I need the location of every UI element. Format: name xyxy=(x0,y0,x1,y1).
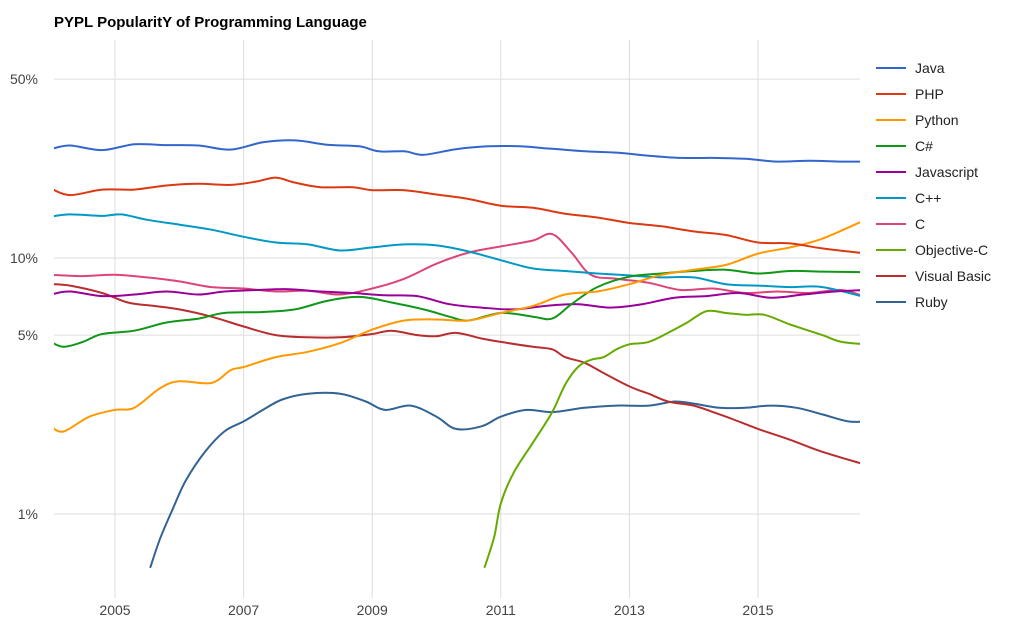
axes: 1% 5% 10% 50% 2005 2007 2009 2011 2013 2015 xyxy=(10,71,774,618)
legend-swatch xyxy=(876,249,906,251)
legend-label: Ruby xyxy=(915,294,948,310)
series-line-visual-basic[interactable] xyxy=(51,283,868,465)
series-line-java[interactable] xyxy=(51,139,868,163)
legend-swatch xyxy=(876,301,906,303)
legend-label: C xyxy=(915,216,926,232)
legend-item-visual-basic[interactable]: Visual Basic xyxy=(876,263,991,289)
series-line-python[interactable] xyxy=(51,219,868,433)
legend-swatch xyxy=(876,223,906,225)
gridlines xyxy=(54,40,860,598)
legend-swatch xyxy=(876,145,906,147)
legend-swatch xyxy=(876,197,906,199)
series-line-c-[interactable] xyxy=(51,213,868,297)
series-line-php[interactable] xyxy=(51,176,868,254)
legend-swatch xyxy=(876,171,906,173)
legend-item-ruby[interactable]: Ruby xyxy=(876,289,991,315)
legend-label: Visual Basic xyxy=(915,268,992,284)
legend-item-java[interactable]: Java xyxy=(876,55,991,81)
legend-swatch xyxy=(876,93,906,95)
x-tick-label: 2011 xyxy=(486,602,516,618)
legend-label: C# xyxy=(915,138,933,154)
series-line-ruby[interactable] xyxy=(149,391,867,569)
x-tick-label: 2009 xyxy=(357,602,388,618)
legend-item-c-[interactable]: C++ xyxy=(876,185,991,211)
x-tick-label: 2007 xyxy=(228,602,259,618)
y-tick-label: 1% xyxy=(18,506,38,522)
legend-item-c-[interactable]: C# xyxy=(876,133,991,159)
series-line-c[interactable] xyxy=(51,232,868,298)
legend-swatch xyxy=(876,119,906,121)
x-tick-label: 2015 xyxy=(742,602,773,618)
legend-swatch xyxy=(876,67,906,69)
series-line-c-[interactable] xyxy=(51,268,868,348)
chart-title: PYPL PopularitY of Programming Language xyxy=(54,14,367,31)
legend: Java PHP Python C# Javascript C++ C Objective-C… xyxy=(876,55,991,315)
legend-item-php[interactable]: PHP xyxy=(876,81,991,107)
legend-swatch xyxy=(876,275,906,277)
legend-label: Python xyxy=(915,112,959,128)
series-lines xyxy=(51,139,868,569)
y-tick-label: 10% xyxy=(10,250,38,266)
legend-item-objective-c[interactable]: Objective-C xyxy=(876,237,991,263)
legend-item-javascript[interactable]: Javascript xyxy=(876,159,991,185)
x-tick-label: 2013 xyxy=(614,602,645,618)
legend-label: C++ xyxy=(915,190,942,206)
series-line-javascript[interactable] xyxy=(51,288,868,311)
y-tick-label: 50% xyxy=(10,71,38,87)
series-line-objective-c[interactable] xyxy=(483,309,868,569)
legend-label: Java xyxy=(915,60,945,76)
legend-label: Objective-C xyxy=(915,242,989,258)
y-tick-label: 5% xyxy=(18,327,38,343)
x-tick-label: 2005 xyxy=(99,602,130,618)
legend-item-c[interactable]: C xyxy=(876,211,991,237)
legend-item-python[interactable]: Python xyxy=(876,107,991,133)
legend-label: Javascript xyxy=(915,164,979,180)
legend-label: PHP xyxy=(915,86,944,102)
